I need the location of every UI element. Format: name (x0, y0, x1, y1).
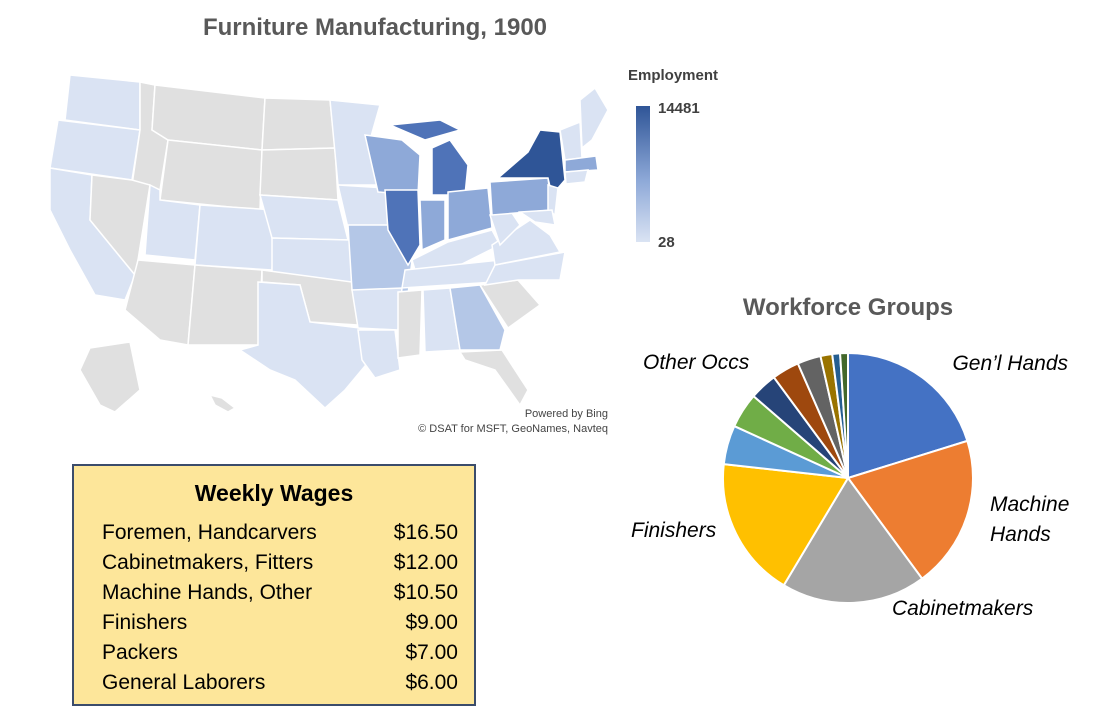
wage-row: Cabinetmakers, Fitters $12.00 (102, 551, 458, 581)
map-attribution-powered: Powered by Bing (524, 408, 608, 420)
pie-label-finishers: Finishers (631, 519, 717, 542)
wage-label: Machine Hands, Other (102, 581, 313, 604)
wage-value: $7.00 (405, 641, 458, 664)
state-arizona (124, 259, 196, 346)
state-louisiana (357, 329, 401, 379)
wage-label: Cabinetmakers, Fitters (102, 551, 314, 574)
state-florida (458, 349, 529, 407)
legend-title: Employment (628, 67, 719, 84)
wage-value: $10.50 (393, 581, 458, 604)
pie-title: Workforce Groups (742, 294, 954, 321)
wage-row: Foremen, Handcarvers $16.50 (102, 521, 458, 551)
wage-label: Packers (102, 641, 178, 664)
state-indiana (419, 199, 446, 252)
state-new-jersey (547, 183, 559, 217)
pie-label-cabinetmakers: Cabinetmakers (892, 597, 1034, 620)
pie-slice-11 (839, 351, 849, 479)
wage-value: $6.00 (405, 671, 458, 694)
wage-row: Machine Hands, Other $10.50 (102, 581, 458, 611)
wage-label: General Laborers (102, 671, 266, 694)
legend-color-scale (636, 106, 650, 242)
wage-row: Packers $7.00 (102, 641, 458, 671)
pie-slice-3 (722, 463, 850, 587)
state-mississippi (397, 289, 423, 359)
legend-max-value: 14481 (658, 100, 700, 117)
wage-label: Foremen, Handcarvers (102, 521, 317, 544)
pie-label-other-occs: Other Occs (643, 351, 750, 374)
wage-value: $12.00 (393, 551, 458, 574)
state-virginia (491, 219, 562, 266)
state-wisconsin (364, 134, 421, 196)
state-ohio (447, 187, 493, 241)
state-alaska (79, 341, 141, 413)
state-maine (579, 86, 609, 150)
state-maryland-delaware (517, 209, 556, 226)
pie-label-machine: Machine Hands (990, 493, 1069, 546)
wage-label: Finishers (102, 611, 188, 634)
pie-label-genl-hands: Gen’l Hands (952, 352, 1068, 375)
pie-slice-2 (782, 476, 924, 604)
map-title: Furniture Manufacturing, 1900 (202, 14, 548, 41)
pie-slice-1 (846, 439, 974, 581)
wage-row: General Laborers $6.00 (102, 671, 458, 701)
state-georgia (449, 284, 506, 351)
us-choropleth-map (49, 74, 609, 413)
state-michigan-upper (389, 119, 463, 141)
state-illinois (384, 189, 421, 267)
map-attribution-copyright: © DSAT for MSFT, GeoNames, Navteq (418, 423, 608, 435)
wage-value: $9.00 (405, 611, 458, 634)
state-connecticut-ri (564, 169, 589, 185)
state-north-carolina (483, 251, 566, 286)
state-massachusetts (564, 155, 599, 173)
legend-min-value: 28 (658, 234, 675, 251)
pie-slice-0 (847, 351, 969, 480)
state-hawaii (208, 393, 237, 413)
wage-row: Finishers $9.00 (102, 611, 458, 641)
weekly-wages-box: Weekly Wages Foremen, Handcarvers $16.50… (72, 464, 476, 706)
state-texas (238, 281, 371, 410)
state-michigan (431, 139, 469, 196)
wages-title: Weekly Wages (194, 480, 354, 506)
state-new-york (495, 129, 566, 197)
wage-value: $16.50 (393, 521, 458, 544)
